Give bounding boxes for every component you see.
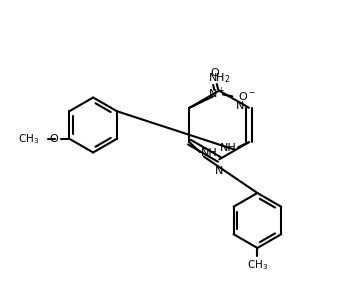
Text: O: O xyxy=(211,68,219,78)
Text: CH$_3$: CH$_3$ xyxy=(18,132,39,146)
Text: NH$_2$: NH$_2$ xyxy=(208,71,231,84)
Text: CH$_3$: CH$_3$ xyxy=(247,258,268,272)
Text: O: O xyxy=(50,134,58,144)
Text: N$^+$: N$^+$ xyxy=(208,86,226,101)
Text: N: N xyxy=(215,166,223,176)
Text: NH: NH xyxy=(201,148,218,158)
Text: N: N xyxy=(236,101,244,111)
Text: NH: NH xyxy=(220,143,237,153)
Text: O$^-$: O$^-$ xyxy=(238,90,256,102)
